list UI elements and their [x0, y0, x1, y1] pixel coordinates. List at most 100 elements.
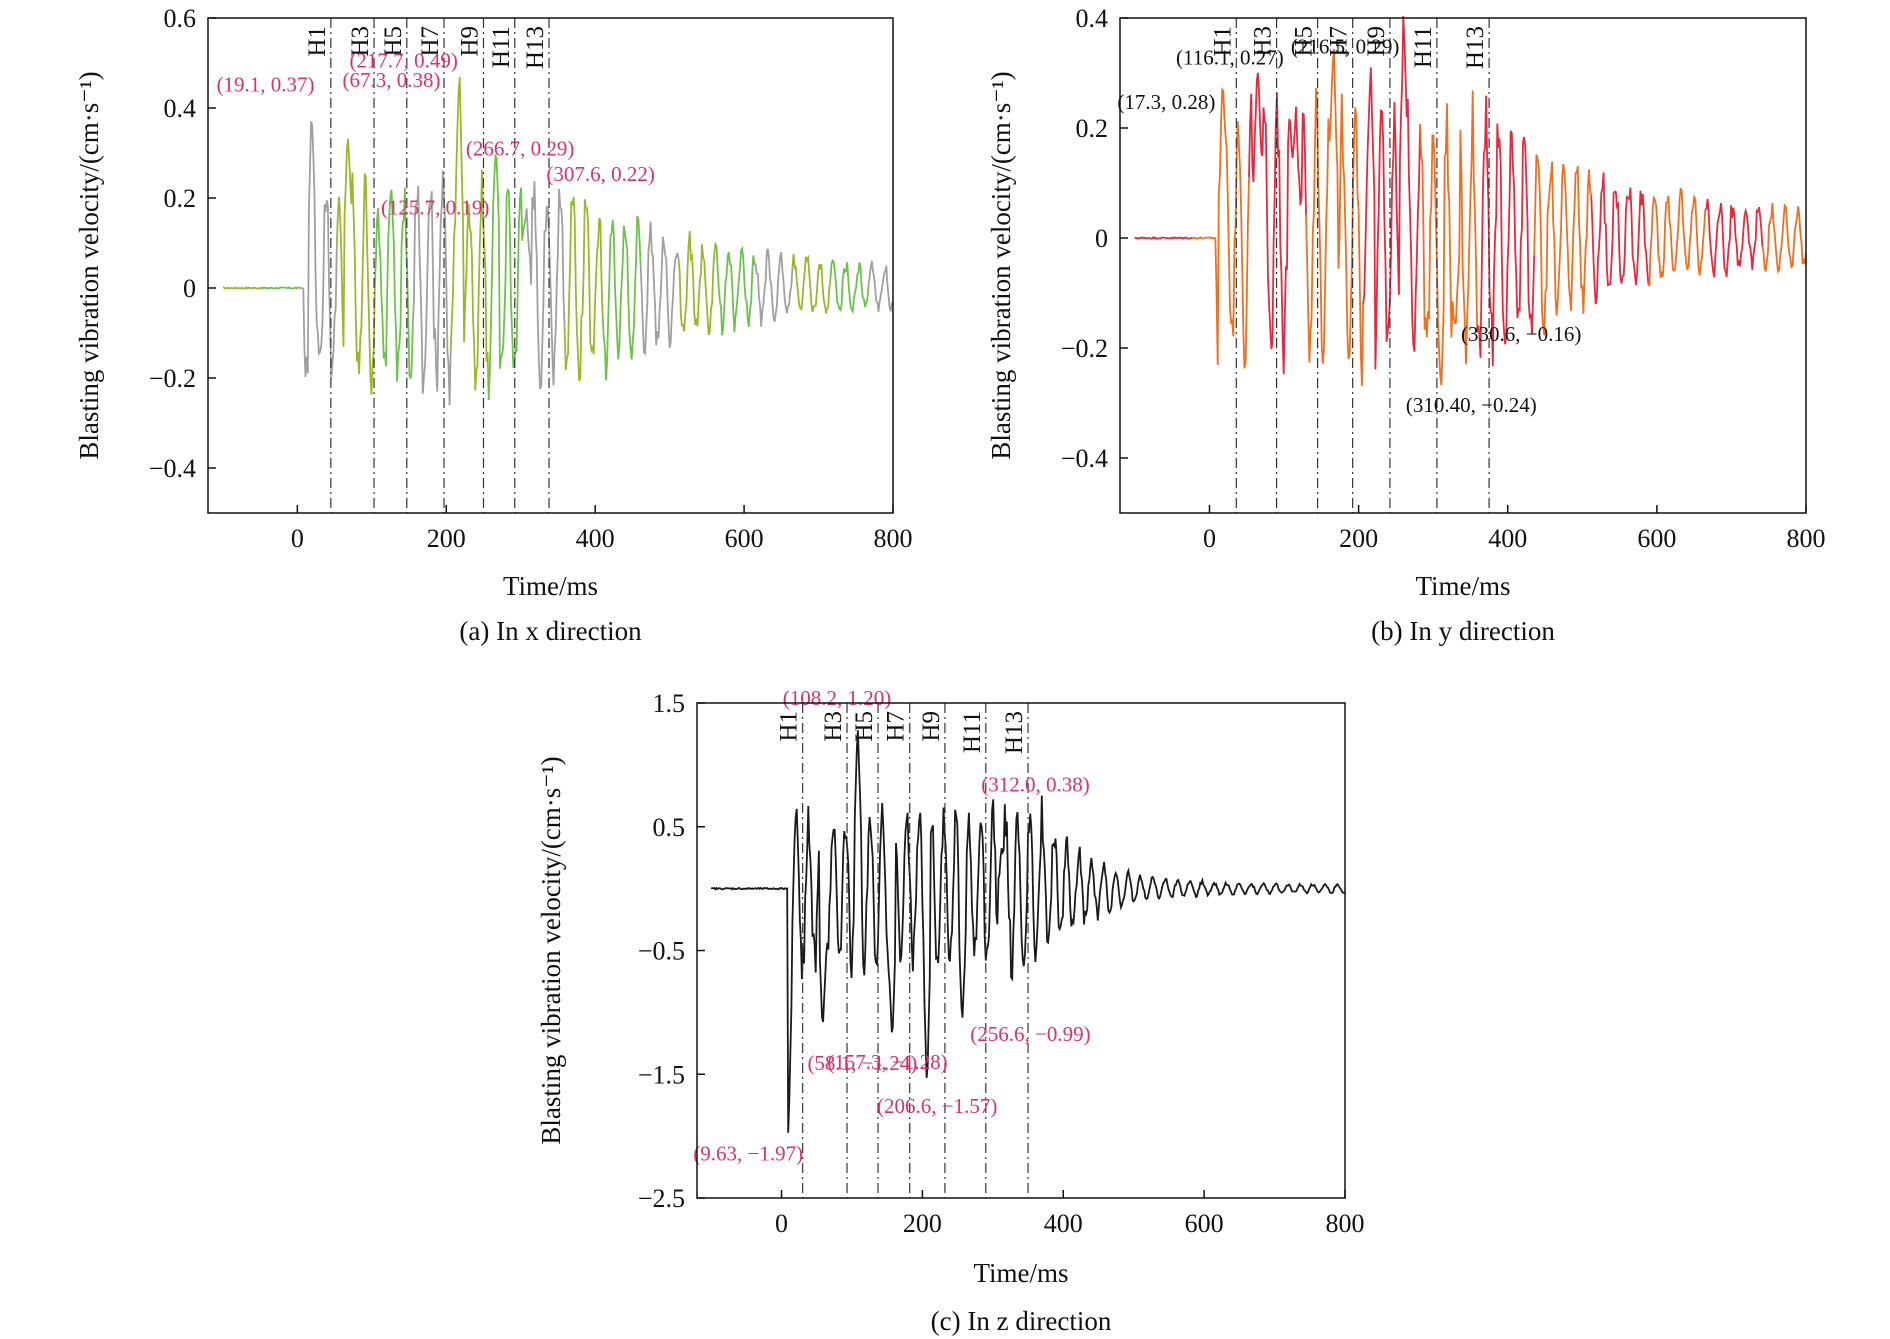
- peak-annotation: (67.3, 0.38): [342, 68, 440, 92]
- x-tick-label: 400: [576, 524, 615, 553]
- x-tick-label: 800: [1787, 524, 1826, 553]
- series-line: [1647, 187, 1707, 287]
- series-line: [1476, 95, 1536, 367]
- hole-label: H3: [820, 711, 847, 742]
- panel-z-direction: H1 H3 H5 H7 H9 H11 H13 (9.63, −1.97) (58.1, −1.2…: [536, 686, 1365, 1336]
- x-axis-label: Time/ms: [1415, 571, 1510, 601]
- hole-label: H7: [1326, 26, 1353, 57]
- hole-label: H3: [347, 26, 374, 57]
- series-line: [715, 245, 756, 336]
- series-line: [1030, 795, 1139, 963]
- peak-annotation: (216.5, 0.29): [1291, 35, 1400, 59]
- plot-frame: [207, 17, 894, 514]
- series-line: [867, 260, 894, 312]
- series-line: [791, 253, 832, 314]
- series-line: [487, 152, 528, 400]
- hole-label: H5: [380, 26, 407, 57]
- hole-label: H7: [883, 711, 910, 742]
- hole-label: H11: [1410, 26, 1437, 68]
- y-tick-label: −0.4: [149, 454, 196, 483]
- x-axis-label: Time/ms: [503, 571, 598, 601]
- series-line: [639, 221, 680, 356]
- y-axis-label: Blasting vibration velocity/(cm·s⁻¹): [986, 71, 1016, 459]
- hole-label: H9: [1363, 26, 1390, 57]
- x-tick-label: 600: [725, 524, 764, 553]
- hole-label: H1: [1209, 26, 1236, 57]
- x-tick-label: 400: [1488, 524, 1527, 553]
- x-tick-label: 200: [903, 1209, 942, 1238]
- y-tick-label: 0: [183, 274, 196, 303]
- hole-label: H11: [488, 26, 515, 68]
- y-tick-label: 0.4: [164, 94, 197, 123]
- series-line: [1305, 48, 1364, 387]
- hole-label: H13: [1001, 711, 1028, 754]
- y-tick-label: 0.2: [1076, 114, 1109, 143]
- peak-annotation: (217.7, 0.49): [349, 49, 458, 73]
- panel-x-direction: H1 H3 H5 H7 H9 H11 H13 (19.1, 0.37) (67.3, 0.38)…: [74, 4, 913, 646]
- series-line: [1137, 874, 1246, 901]
- peak-annotation: (312.0, 0.38): [981, 773, 1090, 797]
- hole-label: H3: [1250, 26, 1277, 57]
- hole-label: H7: [417, 26, 444, 57]
- series-line: [829, 258, 870, 315]
- y-tick-label: −2.5: [638, 1184, 685, 1213]
- x-tick-label: 200: [427, 524, 466, 553]
- series-line: [373, 187, 414, 382]
- panel-caption: (c) In z direction: [931, 1306, 1112, 1336]
- series-line: [710, 805, 819, 1133]
- series-line: [449, 76, 490, 400]
- plot-frame: [1119, 17, 1807, 514]
- series-line: [677, 230, 718, 336]
- hole-label: H1: [776, 711, 803, 742]
- hole-label: H11: [959, 711, 986, 753]
- peak-annotation: (206.6, −1.57): [877, 1094, 997, 1118]
- y-tick-label: 1.5: [653, 689, 686, 718]
- peak-annotation: (330.6, −0.16): [1461, 322, 1581, 346]
- series-line: [816, 730, 926, 1033]
- series-line: [1533, 154, 1593, 336]
- series-line: [754, 248, 794, 327]
- peak-annotation: (17.3, 0.28): [1117, 90, 1215, 114]
- series-line: [1191, 87, 1250, 369]
- peak-annotation: (125.7, 0.19): [381, 196, 490, 220]
- hole-label: H13: [522, 26, 549, 69]
- series-line: [563, 196, 604, 382]
- y-tick-label: 0.2: [164, 184, 197, 213]
- x-tick-label: 600: [1185, 1209, 1224, 1238]
- series-line: [1248, 72, 1307, 375]
- y-tick-label: −0.2: [149, 364, 196, 393]
- y-tick-label: −1.5: [638, 1060, 685, 1089]
- x-tick-label: 200: [1339, 524, 1378, 553]
- panel-caption: (a) In x direction: [459, 616, 642, 646]
- y-axis-label: Blasting vibration velocity/(cm·s⁻¹): [74, 71, 104, 459]
- y-tick-label: −0.5: [638, 937, 685, 966]
- y-tick-label: −0.4: [1061, 444, 1108, 473]
- series-line: [923, 799, 1033, 1078]
- series-line: [260, 286, 299, 290]
- x-tick-label: 600: [1637, 524, 1676, 553]
- hole-label: H5: [1291, 26, 1318, 57]
- peak-annotation: (19.1, 0.37): [217, 73, 315, 97]
- peak-annotation: (256.6, −0.99): [970, 1022, 1090, 1046]
- peak-annotation: (266.7, 0.29): [466, 137, 574, 161]
- series-line: [1134, 236, 1193, 240]
- y-tick-label: 0.5: [653, 813, 686, 842]
- hole-label: H13: [1462, 26, 1489, 69]
- x-tick-label: 800: [1326, 1209, 1365, 1238]
- series-line: [1705, 198, 1764, 278]
- series-line: [335, 138, 376, 395]
- series-line: [1362, 15, 1421, 370]
- y-tick-label: 0.4: [1076, 4, 1109, 33]
- peak-annotation: (116.1, 0.27): [1176, 46, 1284, 70]
- series-line: [1419, 90, 1479, 386]
- hole-label: H9: [456, 26, 483, 57]
- peak-annotation: (310.40, −0.24): [1406, 393, 1537, 417]
- hole-label: H5: [851, 711, 878, 742]
- hole-label: H1: [304, 26, 331, 57]
- peak-annotation: (157.3, −1.28): [827, 1050, 947, 1074]
- peak-annotation: (9.63, −1.97): [693, 1141, 803, 1165]
- x-tick-label: 0: [775, 1209, 788, 1238]
- x-tick-label: 0: [1203, 524, 1216, 553]
